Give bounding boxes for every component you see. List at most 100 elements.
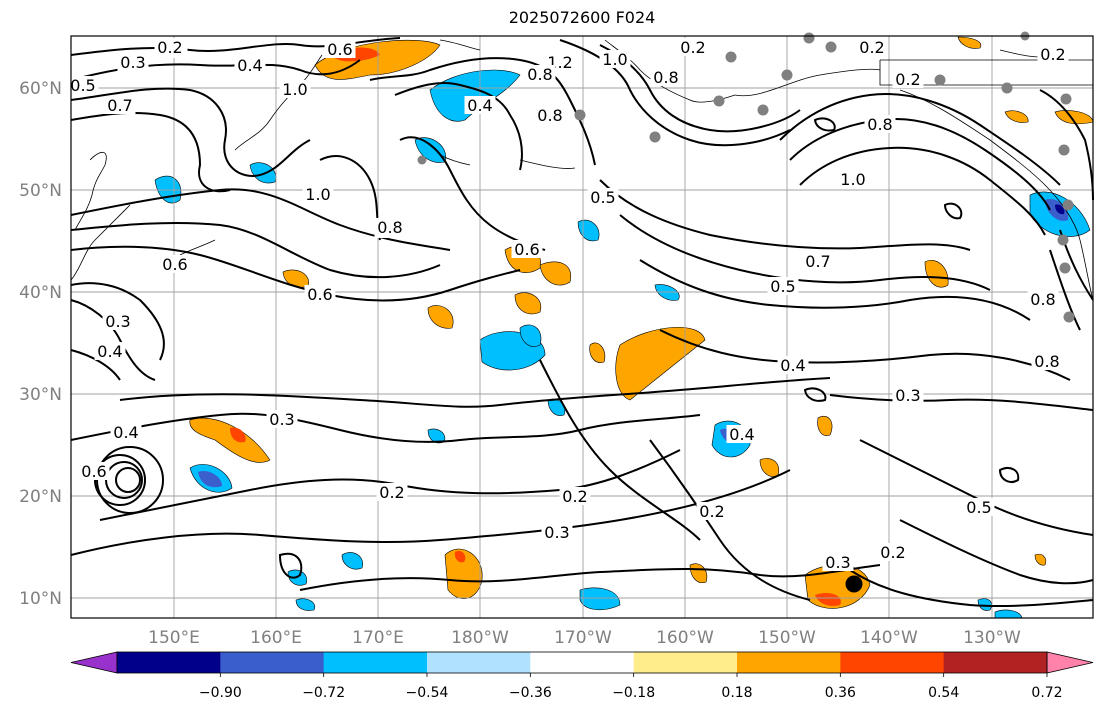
contour-label-bg [104, 96, 136, 114]
contour-label: 0.2 [1040, 45, 1065, 64]
longitude-labels: 150°E 160°E 170°E 180°W 170°W 160°W 150°W 140°W… [148, 628, 1021, 648]
contour-label-bg [856, 38, 888, 56]
lat-label: 50°N [19, 181, 62, 201]
colorbar-tick-label: −0.72 [302, 685, 345, 701]
contour-label: 0.6 [162, 255, 187, 274]
contour-label: 0.5 [966, 498, 991, 517]
contour-label: 0.3 [544, 523, 569, 542]
cyclone-marker [845, 575, 863, 593]
colorbar-tick-label: 0.72 [1031, 685, 1062, 701]
contour-label: 0.4 [780, 356, 805, 375]
contour-label-bg [650, 68, 682, 86]
contour-label: 0.2 [157, 38, 182, 57]
contour-label: 0.4 [729, 425, 754, 444]
contour-label: 0.5 [70, 76, 95, 95]
contour-label-bg [154, 38, 186, 56]
contour-label: 0.3 [895, 386, 920, 405]
contour-label: 0.8 [867, 115, 892, 134]
contour-label: 0.7 [805, 252, 830, 271]
colorbar-segment [220, 652, 325, 673]
contour-label-bg [324, 40, 356, 58]
contour-label-bg [767, 277, 799, 295]
contour-label: 0.8 [1034, 352, 1059, 371]
contour-label-group: 0.20.30.20.40.50.70.60.81.20.80.41.01.00… [67, 38, 1069, 572]
colorbar-segment [530, 652, 635, 673]
contour-label-bg [837, 170, 869, 188]
contour-label-bg [822, 553, 854, 571]
colorbar-tick-label: −0.18 [612, 685, 655, 701]
latitude-labels: 60°N 50°N 40°N 30°N 20°N 10°N [19, 79, 62, 609]
contour-label-bg [726, 425, 758, 443]
contour-label-bg [94, 342, 126, 360]
lat-label: 30°N [19, 385, 62, 405]
lon-label: 170°W [554, 628, 612, 648]
contour-label: 0.3 [105, 312, 130, 331]
contour-label-bg [1027, 290, 1059, 308]
contour-label: 0.6 [307, 285, 332, 304]
contour-label-bg [963, 498, 995, 516]
contour-label: 0.8 [653, 68, 678, 87]
colorbar-segment [840, 652, 945, 673]
contour-label: 0.8 [377, 218, 402, 237]
map-frame [70, 35, 1094, 619]
colorbar-segment [943, 652, 1048, 673]
colorbar-tick-label: −0.54 [406, 685, 449, 701]
contour-label: 0.4 [113, 423, 138, 442]
contour-label-bg [374, 218, 406, 236]
contour-label: 0.2 [859, 38, 884, 57]
contour-label: 0.4 [467, 96, 492, 115]
contour-label: 0.6 [81, 462, 106, 481]
colorbar-outline [116, 651, 1048, 674]
colorbar-tick-label: 0.18 [721, 685, 752, 701]
contour-label-bg [67, 76, 99, 94]
contour-label: 1.0 [282, 80, 307, 99]
contour-label-bg [464, 96, 496, 114]
lat-label: 20°N [19, 487, 62, 507]
contour-label-bg [511, 240, 543, 258]
contour-label-bg [892, 70, 924, 88]
lon-label: 160°E [250, 628, 302, 648]
colorbar-segment [117, 652, 221, 673]
colorbar-tick-label: 0.36 [825, 685, 856, 701]
contour-label: 0.8 [1030, 290, 1055, 309]
contour-label: 1.0 [840, 170, 865, 189]
contour-label: 0.8 [537, 106, 562, 125]
contour-label-bg [279, 80, 311, 98]
colorbar-segment [737, 652, 841, 673]
contour-label-bg [524, 65, 556, 83]
contour-label-bg [1031, 352, 1063, 370]
contour-label-bg [541, 523, 573, 541]
contour-label: 0.2 [680, 38, 705, 57]
contour-label: 0.2 [379, 483, 404, 502]
contour-label: 0.4 [237, 56, 262, 75]
contour-label-bg [534, 106, 566, 124]
contour-label: 0.8 [527, 65, 552, 84]
map-title: 2025072600 F024 [508, 8, 656, 27]
colorbar-tick-label: 0.54 [928, 685, 959, 701]
lat-label: 40°N [19, 283, 62, 303]
contour-label-bg [777, 356, 809, 374]
contour-label: 0.5 [590, 188, 615, 207]
colorbar-tick-label: −0.36 [509, 685, 552, 701]
contour-label: 0.7 [107, 96, 132, 115]
contour-label-bg [892, 386, 924, 404]
contour-label-bg [1037, 45, 1069, 63]
contour-label: 0.6 [327, 40, 352, 59]
lon-label: 140°W [860, 628, 918, 648]
contour-label: 0.3 [825, 553, 850, 572]
colorbar-segment [323, 652, 428, 673]
contour-label-bg [159, 255, 191, 273]
contour-label: 0.2 [562, 487, 587, 506]
colorbar-extend-high [1046, 651, 1094, 674]
contour-label-bg [234, 56, 266, 74]
contour-label: 0.2 [895, 70, 920, 89]
colorbar-extend-low [70, 651, 118, 674]
contour-label-bg [302, 185, 334, 203]
contour-label: 0.5 [770, 277, 795, 296]
contour-label: 0.2 [880, 543, 905, 562]
shaded-anomaly-areas [154, 36, 1094, 619]
contour-label-bg [110, 423, 142, 441]
lat-label: 60°N [19, 79, 62, 99]
contour-label-bg [266, 410, 298, 428]
